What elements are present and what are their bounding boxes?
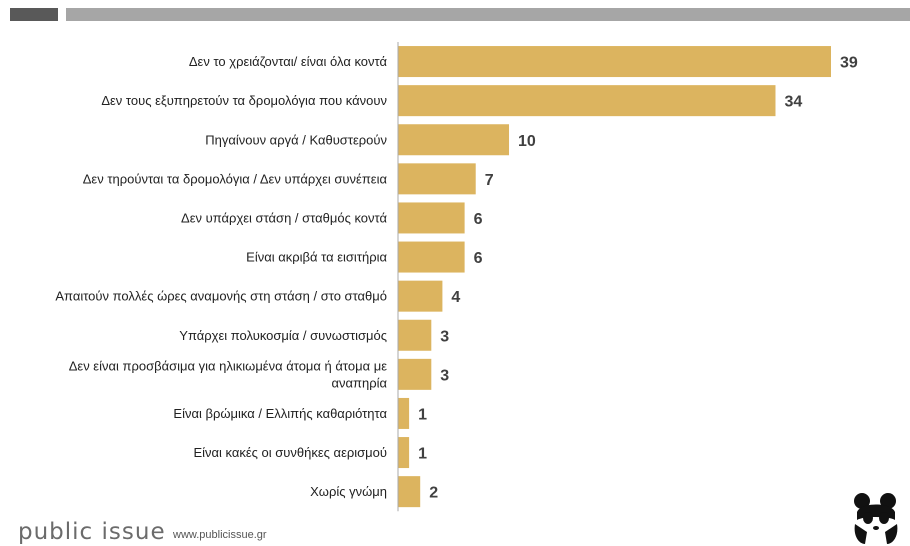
value-label: 34 [784, 94, 802, 111]
panda-icon [854, 493, 898, 544]
bar [398, 280, 443, 312]
value-label: 7 [485, 172, 494, 189]
value-label: 39 [840, 55, 858, 72]
category-label: Είναι ακριβά τα εισιτήρια [246, 250, 387, 265]
category-label: Δεν υπάρχει στάση / σταθμός κοντά [181, 210, 387, 225]
value-label: 2 [429, 485, 438, 502]
category-label: Είναι βρώμικα / Ελλιπής καθαριότητα [173, 406, 387, 421]
bar [398, 202, 465, 234]
bar [398, 358, 432, 390]
header-bar-light [66, 8, 910, 21]
bar [398, 163, 476, 195]
brand-logo-text: public issue [18, 519, 166, 545]
category-label: Δεν τους εξυπηρετούν τα δρομολόγια που κ… [101, 93, 387, 108]
value-label: 3 [440, 367, 449, 384]
value-label: 6 [474, 211, 483, 228]
value-label: 1 [418, 446, 427, 463]
category-label: Υπάρχει πολυκοσμία / συνωστισμός [179, 328, 387, 343]
bar [398, 46, 831, 78]
category-label: Πηγαίνουν αργά / Καθυστερούν [205, 132, 387, 147]
category-label: Απαιτούν πολλές ώρες αναμονής στη στάση … [55, 289, 387, 304]
category-label: Είναι κακές οι συνθήκες αερισμού [193, 445, 387, 460]
value-label: 6 [474, 250, 483, 267]
value-label: 1 [418, 406, 427, 423]
category-label: Δεν τηρούνται τα δρομολόγια / Δεν υπάρχε… [83, 171, 388, 186]
value-label: 10 [518, 133, 536, 150]
bar [398, 397, 410, 429]
header-bar-dark [10, 8, 58, 21]
category-label: Δεν είναι προσβάσιμα για ηλικιωμένα άτομ… [69, 358, 388, 390]
bar [398, 124, 510, 156]
category-label: Δεν το χρειάζονται/ είναι όλα κοντά [189, 54, 388, 69]
bar [398, 319, 432, 351]
category-label: Χωρίς γνώμη [310, 484, 387, 499]
bar [398, 85, 776, 117]
bar [398, 241, 465, 273]
bar [398, 437, 410, 469]
bar [398, 476, 421, 508]
value-label: 3 [440, 328, 449, 345]
value-label: 4 [451, 289, 460, 306]
website-url: www.publicissue.gr [173, 529, 267, 541]
